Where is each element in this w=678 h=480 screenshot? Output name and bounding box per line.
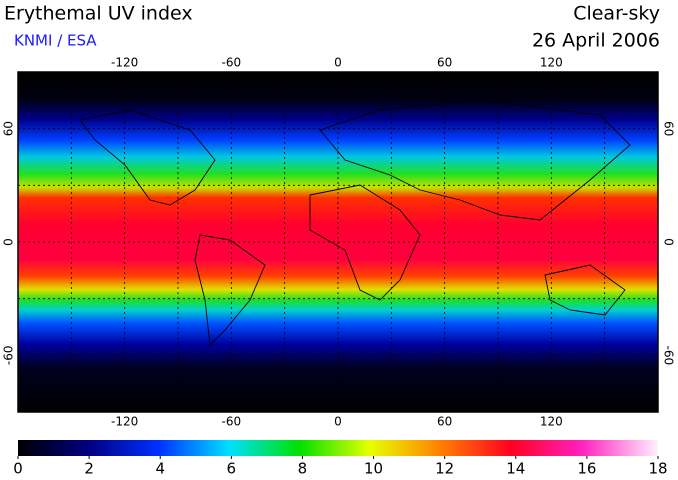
lon-tick-label-top: 60 xyxy=(437,56,452,70)
lon-tick-label-bottom: 0 xyxy=(334,415,342,429)
lon-tick-label-bottom: 60 xyxy=(437,415,452,429)
lat-tick-label-right: -60 xyxy=(662,346,676,366)
colorbar-tick-label: 18 xyxy=(648,460,667,478)
colorbar-tick-label: 16 xyxy=(577,460,596,478)
lon-tick-label-top: -120 xyxy=(111,56,138,70)
colorbar-tick-label: 0 xyxy=(13,460,23,478)
date: 26 April 2006 xyxy=(532,30,660,52)
coastlines xyxy=(79,99,631,346)
condition: Clear-sky xyxy=(573,3,660,25)
lon-tick-label-bottom: -60 xyxy=(222,415,242,429)
source: KNMI / ESA xyxy=(14,32,97,50)
lat-tick-label-left: -60 xyxy=(2,346,16,366)
colorbar xyxy=(18,440,658,456)
lon-tick-label-bottom: 120 xyxy=(540,415,563,429)
colorbar-tick-label: 6 xyxy=(227,460,237,478)
lat-tick-label-left: 60 xyxy=(2,121,16,136)
colorbar-tick-label: 14 xyxy=(506,460,525,478)
map-frame xyxy=(17,71,659,413)
title: Erythemal UV index xyxy=(4,3,193,25)
colorbar-tick-label: 10 xyxy=(364,460,383,478)
lon-tick-label-top: 120 xyxy=(540,56,563,70)
colorbar-tick-label: 12 xyxy=(435,460,454,478)
colorbar-tick-label: 8 xyxy=(298,460,308,478)
lat-tick-label-right: 0 xyxy=(662,238,676,246)
colorbar-tick-label: 2 xyxy=(84,460,94,478)
lat-tick-label-right: 60 xyxy=(662,121,676,136)
lon-tick-label-top: -60 xyxy=(222,56,242,70)
lat-tick-label-left: 0 xyxy=(2,238,16,246)
lon-tick-label-top: 0 xyxy=(334,56,342,70)
colorbar-tick-label: 4 xyxy=(155,460,165,478)
lon-tick-label-bottom: -120 xyxy=(111,415,138,429)
